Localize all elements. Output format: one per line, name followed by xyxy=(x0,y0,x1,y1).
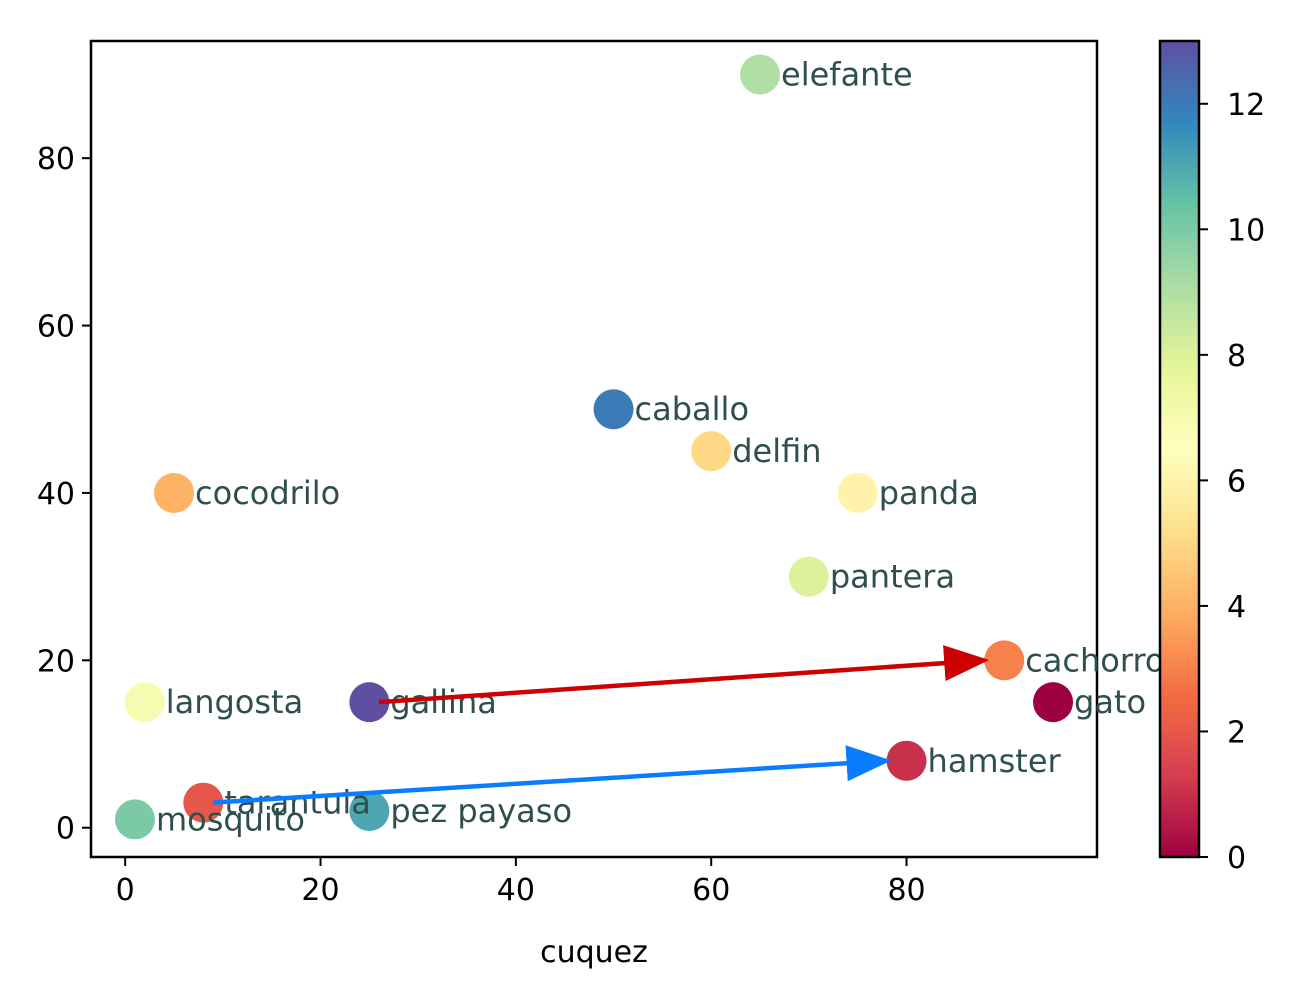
y-tick-label: 20 xyxy=(37,644,75,679)
data-point xyxy=(349,790,390,831)
point-label: pantera xyxy=(830,558,955,596)
data-point xyxy=(593,389,634,430)
data-point xyxy=(183,782,224,823)
data-point xyxy=(349,682,390,723)
point-label: mosquito xyxy=(156,800,305,838)
colorbar-tick-label: 12 xyxy=(1227,88,1265,123)
point-label: cocodrilo xyxy=(195,474,340,512)
point-label: elefante xyxy=(781,55,913,93)
colorbar-tick-label: 10 xyxy=(1227,213,1265,248)
point-label: pez payaso xyxy=(390,792,572,830)
data-point xyxy=(837,472,878,513)
data-point xyxy=(984,640,1025,681)
x-tick-label: 40 xyxy=(497,873,535,908)
data-point xyxy=(788,556,829,597)
x-axis-label: cuquez xyxy=(540,935,648,970)
data-point xyxy=(124,682,165,723)
point-label: hamster xyxy=(928,742,1062,780)
point-label: cachorro xyxy=(1025,641,1164,679)
colorbar-tick-label: 6 xyxy=(1227,464,1246,499)
y-tick-label: 40 xyxy=(37,477,75,512)
data-point xyxy=(154,472,195,513)
data-point xyxy=(114,799,155,840)
annotation-arrow xyxy=(212,745,892,805)
point-label: delfin xyxy=(732,432,821,470)
colorbar-tick-label: 8 xyxy=(1227,339,1246,374)
x-tick-label: 0 xyxy=(116,873,135,908)
x-tick-label: 60 xyxy=(692,873,730,908)
colorbar-tick-label: 2 xyxy=(1227,715,1246,750)
colorbar-tick-label: 0 xyxy=(1227,841,1246,876)
data-point xyxy=(740,54,781,95)
data-point xyxy=(1033,682,1074,723)
y-tick-label: 80 xyxy=(37,142,75,177)
colorbar xyxy=(1158,39,1201,859)
data-point xyxy=(886,740,927,781)
annotation-arrow xyxy=(378,645,990,705)
plot-frame xyxy=(89,39,1099,859)
x-tick-label: 20 xyxy=(301,873,339,908)
data-point xyxy=(691,431,732,472)
point-label: panda xyxy=(879,474,979,512)
point-label: gato xyxy=(1074,683,1146,721)
y-tick-label: 0 xyxy=(56,812,75,847)
x-tick-label: 80 xyxy=(887,873,925,908)
point-label: caballo xyxy=(635,390,749,428)
y-tick-label: 60 xyxy=(37,310,75,345)
point-label: langosta xyxy=(166,683,304,721)
colorbar-tick-label: 4 xyxy=(1227,590,1246,625)
